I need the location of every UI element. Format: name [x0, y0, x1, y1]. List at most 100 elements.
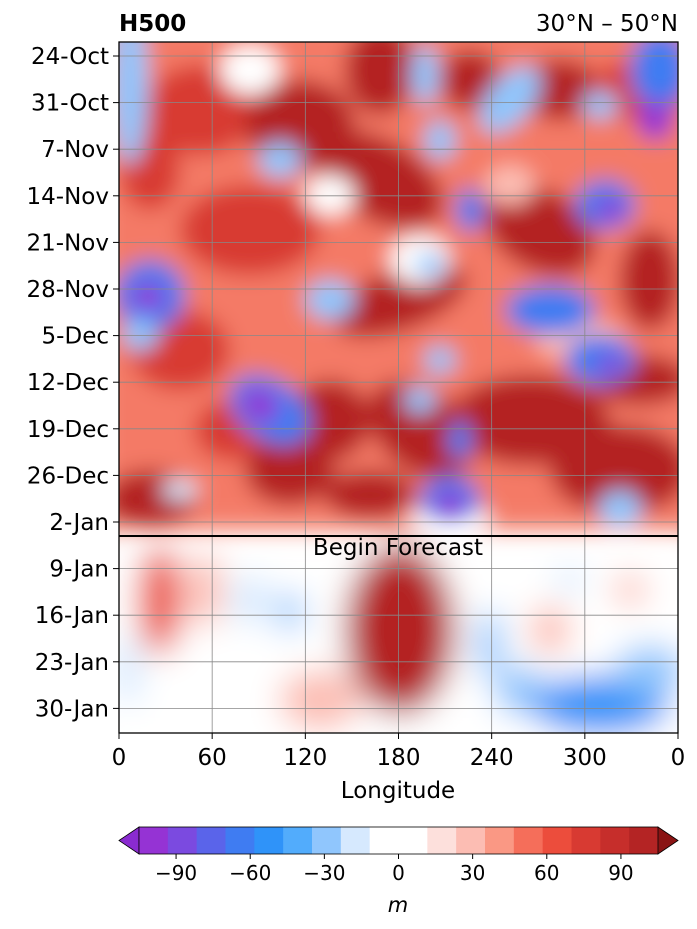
anomaly-blob [230, 575, 270, 625]
colorbar-segment [629, 827, 659, 854]
forecast-anomalies [119, 545, 678, 733]
colorbar-segment [340, 827, 371, 854]
y-tick-label: 14-Nov [27, 184, 109, 210]
anomaly-blob [305, 280, 355, 320]
colorbar-segment [196, 827, 226, 854]
colorbar: −90 −60 −30 0 30 60 90 [118, 826, 679, 885]
y-tick-label: 26-Dec [27, 463, 109, 489]
anomaly-blob [122, 319, 158, 351]
y-tick-label: 16-Jan [35, 603, 109, 629]
y-tick-label: 2-Jan [49, 510, 109, 536]
anomaly-blob [241, 387, 279, 423]
anomaly-blob [440, 50, 500, 110]
colorbar-segment [571, 827, 601, 854]
y-tick-label: 9-Jan [49, 557, 109, 583]
x-tick-label: 0 [112, 745, 127, 771]
anomaly-blob [367, 380, 473, 480]
observed-anomalies [119, 42, 678, 538]
colorbar-segment [542, 827, 572, 854]
y-tick-label: 24-Oct [31, 44, 109, 70]
anomaly-blob [280, 670, 360, 730]
colorbar-tick-label: −90 [155, 861, 197, 885]
anomaly-blob [305, 175, 355, 215]
colorbar-segment [513, 827, 544, 854]
colorbar-segment [225, 827, 255, 854]
anomaly-blob [220, 45, 280, 95]
anomaly-blob [484, 184, 596, 276]
colorbar-segment [139, 827, 169, 854]
anomaly-blob [119, 42, 148, 165]
y-tick-label: 19-Dec [27, 417, 109, 443]
y-tick-label: 28-Nov [27, 277, 109, 303]
anomaly-blob [620, 230, 678, 330]
anomaly-blob [520, 60, 600, 120]
x-tick-label: 0 [671, 745, 686, 771]
x-tick-label: 60 [198, 745, 227, 771]
anomaly-blob [550, 425, 678, 515]
anomaly-blob [276, 592, 304, 632]
colorbar-tick-label: −30 [303, 861, 345, 885]
anomaly-blob [476, 610, 504, 680]
x-axis-label: Longitude [341, 778, 455, 804]
colorbar-segment [427, 827, 457, 854]
anomaly-blob [258, 142, 302, 178]
anomaly-blob [345, 42, 415, 115]
anomaly-blob [448, 420, 472, 460]
anomaly-blob [637, 100, 673, 140]
colorbar-segment [369, 827, 399, 854]
anomaly-blob [245, 435, 335, 505]
y-axis: 24-Oct 31-Oct 7-Nov 14-Nov 21-Nov 28-Nov 5-Dec… [27, 44, 119, 722]
anomaly-blob [456, 188, 484, 232]
colorbar-tick-label: 30 [460, 861, 485, 885]
y-tick-label: 12-Dec [27, 370, 109, 396]
anomaly-blob [138, 545, 182, 655]
x-tick-label: 240 [470, 745, 514, 771]
anomaly-blob [505, 285, 595, 335]
anomaly-blob [596, 198, 624, 222]
anomaly-blob [145, 65, 255, 155]
anomaly-blob [162, 480, 198, 500]
colorbar-tick-label: 90 [608, 861, 633, 885]
x-tick-label: 180 [377, 745, 421, 771]
anomaly-blob [598, 490, 642, 530]
colorbar-segment [398, 827, 428, 854]
colorbar-under-extension [118, 826, 140, 855]
anomaly-blob [415, 253, 445, 277]
colorbar-tick-label: 0 [392, 861, 405, 885]
anomaly-blob [404, 386, 436, 414]
y-tick-label: 21-Nov [27, 230, 109, 256]
colorbar-segment [254, 827, 284, 854]
x-axis: 0 60 120 180 240 300 0 [112, 733, 686, 771]
y-tick-label: 30-Jan [35, 696, 109, 722]
anomaly-blob [479, 66, 541, 134]
colorbar-segment [485, 827, 515, 854]
anomaly-blob [325, 470, 415, 520]
anomaly-blob [424, 346, 456, 374]
anomaly-blob [411, 45, 439, 105]
y-tick-label: 5-Dec [42, 324, 109, 350]
colorbar-tick-label: 60 [534, 861, 559, 885]
forecast-line-group: Begin Forecast [119, 535, 678, 561]
anomaly-blob [630, 42, 678, 110]
y-tick-label: 7-Nov [41, 137, 109, 163]
anomaly-blob [615, 645, 678, 695]
anomaly-blob [345, 545, 455, 715]
colorbar-segment [283, 827, 313, 854]
forecast-label: Begin Forecast [313, 535, 483, 561]
colorbar-tick-label: −60 [229, 861, 271, 885]
colorbar-label: m [388, 893, 408, 917]
colorbar-segment [167, 827, 198, 854]
anomaly-blob [554, 568, 586, 592]
anomaly-blob [598, 355, 622, 375]
anomaly-blob [180, 185, 320, 275]
anomaly-blob [424, 120, 456, 160]
colorbar-over-extension [657, 826, 679, 855]
colorbar-segment [456, 827, 486, 854]
chart-title: H500 [119, 11, 186, 37]
colorbar-segment [600, 827, 630, 854]
x-tick-label: 120 [283, 745, 327, 771]
chart-subtitle: 30°N – 50°N [536, 11, 678, 37]
y-tick-label: 31-Oct [31, 91, 109, 117]
anomaly-blob [485, 165, 535, 205]
